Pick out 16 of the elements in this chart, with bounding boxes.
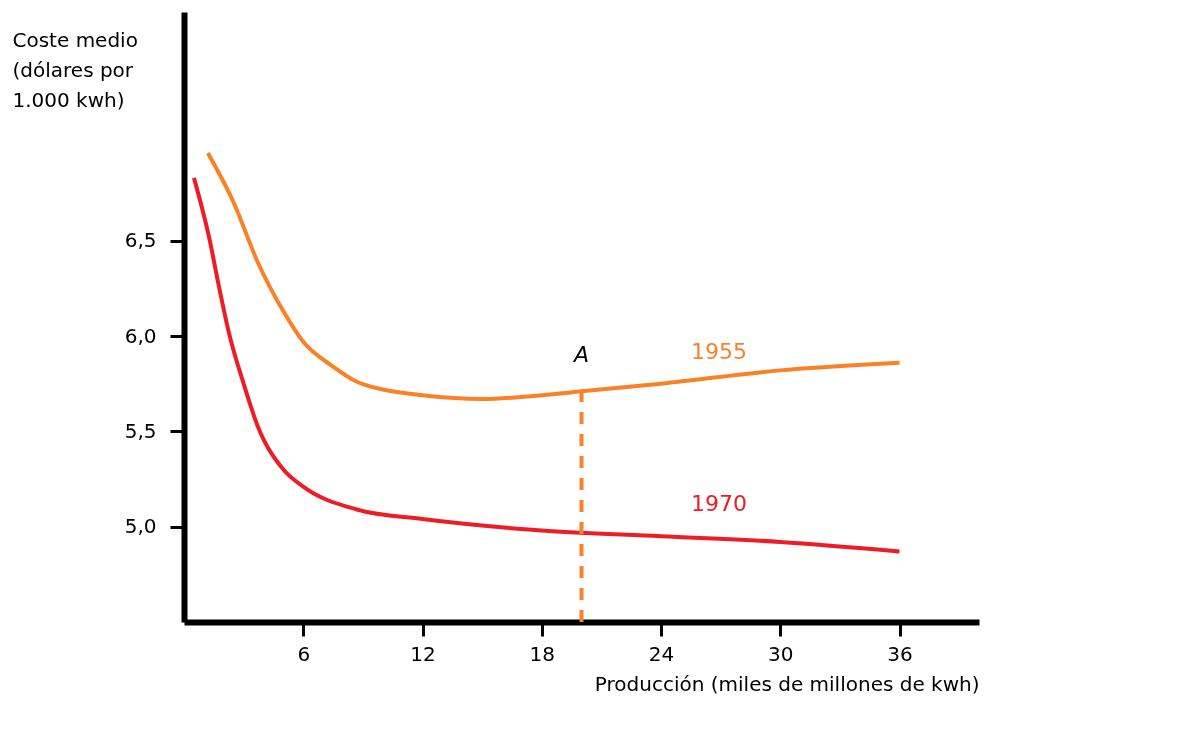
y-tick-label: 5,0 [124, 514, 157, 539]
x-tick-label: 36 [887, 641, 913, 666]
annotation: A [571, 342, 590, 368]
y-tick-label: 5,5 [124, 418, 157, 443]
x-tick-label: 18 [529, 641, 555, 666]
series-label: 1955 [691, 338, 747, 364]
x-axis-title: Producción (miles de millones de kwh) [594, 671, 980, 696]
y-tick-label: 6,5 [124, 228, 157, 253]
series-label: 1970 [691, 491, 747, 517]
line-series [191, 175, 902, 554]
y-tick-label: 6,0 [124, 323, 157, 348]
x-tick-label: 30 [768, 641, 794, 666]
x-tick-label: 6 [297, 641, 311, 666]
y-axis-title: Coste medio (dólares por 1.000 kwh) [12, 27, 138, 112]
x-tick-label: 12 [410, 641, 436, 666]
x-tick-label: 24 [648, 641, 675, 666]
